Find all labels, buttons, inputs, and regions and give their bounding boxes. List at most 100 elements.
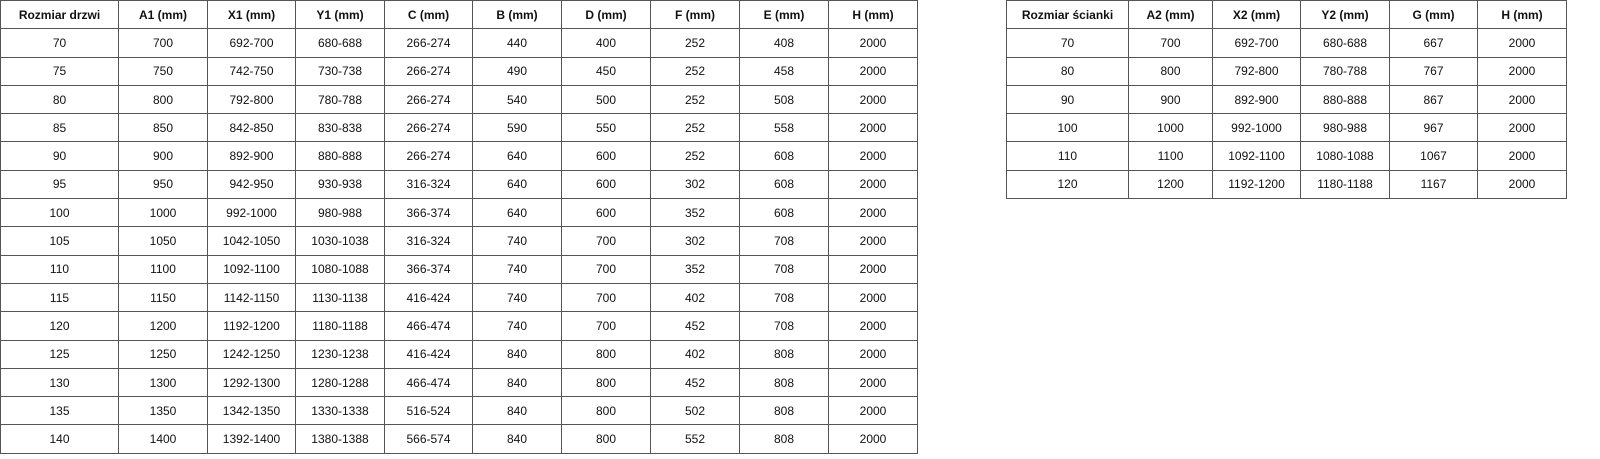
table-cell: 840 — [472, 367, 562, 398]
table-cell: 892-900 — [207, 141, 296, 171]
table-cell: 500 — [561, 84, 651, 115]
table-cell: 1242-1250 — [207, 339, 296, 369]
table-cell: 416-424 — [384, 339, 473, 369]
table-cell: 110 — [1006, 141, 1129, 171]
table-row: 135 1350 1342-1350 1330-1338 516-524 840 800 50… — [0, 396, 918, 426]
table-cell: 730-738 — [295, 56, 385, 86]
table-cell: 252 — [650, 141, 740, 171]
table-cell: 840 — [472, 396, 562, 426]
table-row: 90 900 892-900 880-888 867 2000 — [1006, 84, 1567, 115]
table-cell: 1000 — [118, 198, 208, 228]
table-cell: 1200 — [118, 311, 208, 341]
table-cell: 266-274 — [384, 28, 473, 58]
table-cell: 608 — [739, 198, 829, 228]
column-header: Rozmiar drzwi — [0, 0, 119, 30]
table-cell: 900 — [118, 141, 208, 171]
table-cell: 840 — [472, 339, 562, 369]
table-cell: 266-274 — [384, 56, 473, 86]
column-header: F (mm) — [650, 0, 740, 30]
column-header: B (mm) — [472, 0, 562, 30]
table-cell: 2000 — [828, 282, 918, 313]
table-cell: 692-700 — [1212, 28, 1301, 58]
table-cell: 2000 — [828, 339, 918, 369]
table-cell: 2000 — [1477, 28, 1567, 58]
table-cell: 266-274 — [384, 113, 473, 143]
column-header: C (mm) — [384, 0, 473, 30]
table-cell: 125 — [0, 339, 119, 369]
table-cell: 75 — [0, 56, 119, 86]
table-cell: 402 — [650, 282, 740, 313]
table-cell: 105 — [0, 226, 119, 256]
table-cell: 767 — [1389, 56, 1478, 86]
table-cell: 400 — [561, 28, 651, 58]
column-header: X1 (mm) — [207, 0, 296, 30]
table-cell: 867 — [1389, 84, 1478, 115]
table-cell: 110 — [0, 254, 119, 284]
table-cell: 516-524 — [384, 396, 473, 426]
table-cell: 640 — [472, 198, 562, 228]
column-header: A1 (mm) — [118, 0, 208, 30]
table-cell: 750 — [118, 56, 208, 86]
table-cell: 892-900 — [1212, 84, 1301, 115]
table-cell: 100 — [1006, 113, 1129, 143]
table-cell: 450 — [561, 56, 651, 86]
table-cell: 1130-1138 — [295, 282, 385, 313]
table-cell: 600 — [561, 198, 651, 228]
table-cell: 608 — [739, 169, 829, 200]
table-cell: 130 — [0, 367, 119, 398]
table-cell: 700 — [561, 282, 651, 313]
table-cell: 740 — [472, 254, 562, 284]
table-cell: 1050 — [118, 226, 208, 256]
table-cell: 2000 — [828, 141, 918, 171]
table-cell: 967 — [1389, 113, 1478, 143]
table-cell: 1000 — [1128, 113, 1213, 143]
table-cell: 740 — [472, 226, 562, 256]
table-cell: 800 — [561, 339, 651, 369]
table-cell: 800 — [561, 367, 651, 398]
table-cell: 1342-1350 — [207, 396, 296, 426]
table-row: 130 1300 1292-1300 1280-1288 466-474 840 800 45… — [0, 367, 918, 398]
table-cell: 120 — [0, 311, 119, 341]
table-cell: 708 — [739, 254, 829, 284]
table-cell: 80 — [1006, 56, 1129, 86]
table-row: 125 1250 1242-1250 1230-1238 416-424 840 800 40… — [0, 339, 918, 369]
table-row: 115 1150 1142-1150 1130-1138 416-424 740 700 40… — [0, 282, 918, 313]
table-cell: 490 — [472, 56, 562, 86]
table-cell: 808 — [739, 396, 829, 426]
table-row: 90 900 892-900 880-888 266-274 640 600 252 608 20… — [0, 141, 918, 171]
table-cell: 808 — [739, 424, 829, 454]
table-cell: 667 — [1389, 28, 1478, 58]
table-cell: 700 — [118, 28, 208, 58]
table-cell: 266-274 — [384, 84, 473, 115]
table-cell: 1180-1188 — [295, 311, 385, 341]
table-cell: 792-800 — [1212, 56, 1301, 86]
table-row: 80 800 792-800 780-788 266-274 540 500 252 508 20… — [0, 84, 918, 115]
table-cell: 252 — [650, 28, 740, 58]
column-header: H (mm) — [1477, 0, 1567, 30]
door-dimensions-table: Rozmiar drzwi A1 (mm) X1 (mm) Y1 (mm) C (mm)… — [0, 0, 918, 454]
table-cell: 540 — [472, 84, 562, 115]
table-cell: 550 — [561, 113, 651, 143]
table-cell: 352 — [650, 254, 740, 284]
table-cell: 2000 — [828, 226, 918, 256]
column-header: Rozmiar ścianki — [1006, 0, 1129, 30]
table-cell: 1230-1238 — [295, 339, 385, 369]
table-cell: 90 — [1006, 84, 1129, 115]
table-cell: 950 — [118, 169, 208, 200]
table-cell: 316-324 — [384, 169, 473, 200]
table-cell: 1100 — [1128, 141, 1213, 171]
table-cell: 2000 — [828, 28, 918, 58]
table-cell: 1067 — [1389, 141, 1478, 171]
table-cell: 70 — [1006, 28, 1129, 58]
table-cell: 558 — [739, 113, 829, 143]
table-cell: 2000 — [1477, 113, 1567, 143]
table-cell: 1080-1088 — [1300, 141, 1390, 171]
table-cell: 252 — [650, 56, 740, 86]
table-cell: 842-850 — [207, 113, 296, 143]
table-cell: 466-474 — [384, 367, 473, 398]
column-header: E (mm) — [739, 0, 829, 30]
table-cell: 408 — [739, 28, 829, 58]
table-cell: 1300 — [118, 367, 208, 398]
table-cell: 1400 — [118, 424, 208, 454]
table-cell: 416-424 — [384, 282, 473, 313]
